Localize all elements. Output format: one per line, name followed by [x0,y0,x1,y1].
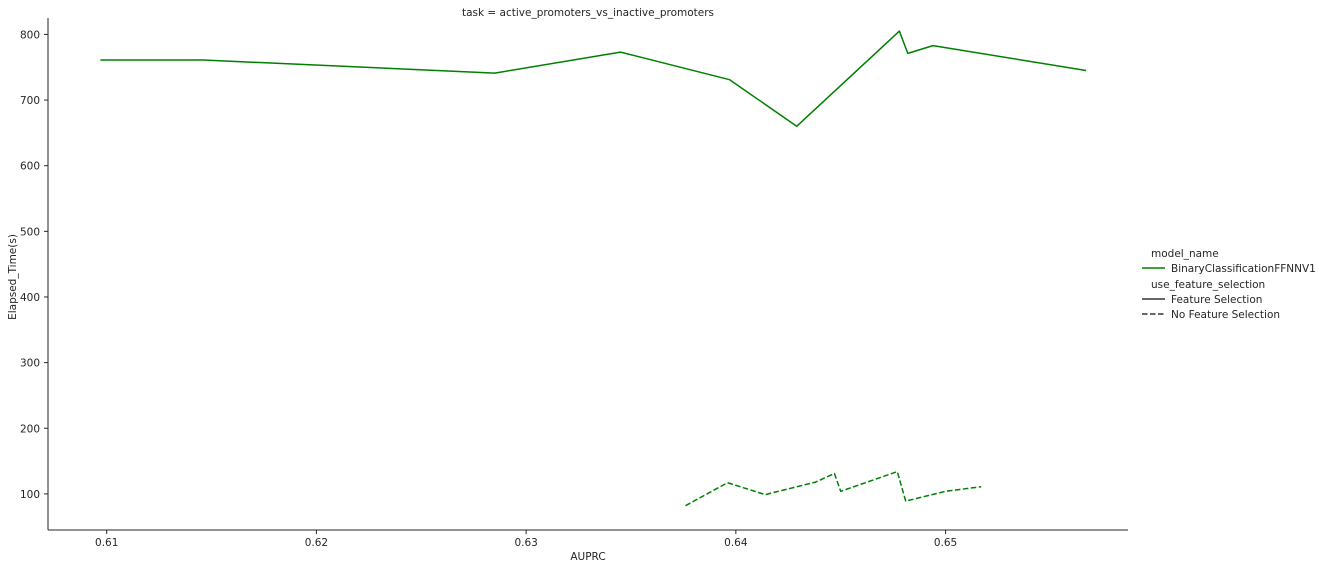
x-tick-label: 0.65 [934,537,957,549]
series-line-no-feature-selection [685,470,982,507]
legend-label-feature-selection: Feature Selection [1171,294,1262,306]
y-tick-label: 600 [20,161,40,173]
legend-label-no-feature-selection: No Feature Selection [1171,309,1280,321]
y-tick-label: 800 [20,29,40,41]
x-tick-label: 0.61 [95,537,118,549]
series-line-feature-selection [100,30,1087,128]
x-ticks: 0.61 0.62 0.63 0.64 0.65 [95,530,957,549]
x-tick-label: 0.63 [514,537,537,549]
y-tick-label: 500 [20,226,40,238]
x-axis-label: AUPRC [570,551,605,563]
legend-style-title: use_feature_selection [1151,279,1265,291]
y-tick-label: 400 [20,292,40,304]
y-tick-label: 300 [20,358,40,370]
y-ticks: 100 200 300 400 500 600 700 800 [20,29,48,501]
chart-title: task = active_promoters_vs_inactive_prom… [462,7,714,19]
legend: model_name BinaryClassificationFFNNV1 us… [1142,248,1316,321]
plot-lines [100,30,1087,507]
legend-label-model: BinaryClassificationFFNNV1 [1171,263,1316,275]
y-tick-label: 700 [20,95,40,107]
y-tick-label: 200 [20,423,40,435]
x-tick-label: 0.64 [724,537,748,549]
y-tick-label: 100 [20,489,40,501]
legend-hue-title: model_name [1151,248,1219,260]
x-tick-label: 0.62 [305,537,328,549]
y-axis-label: Elapsed_Time(s) [7,234,19,320]
